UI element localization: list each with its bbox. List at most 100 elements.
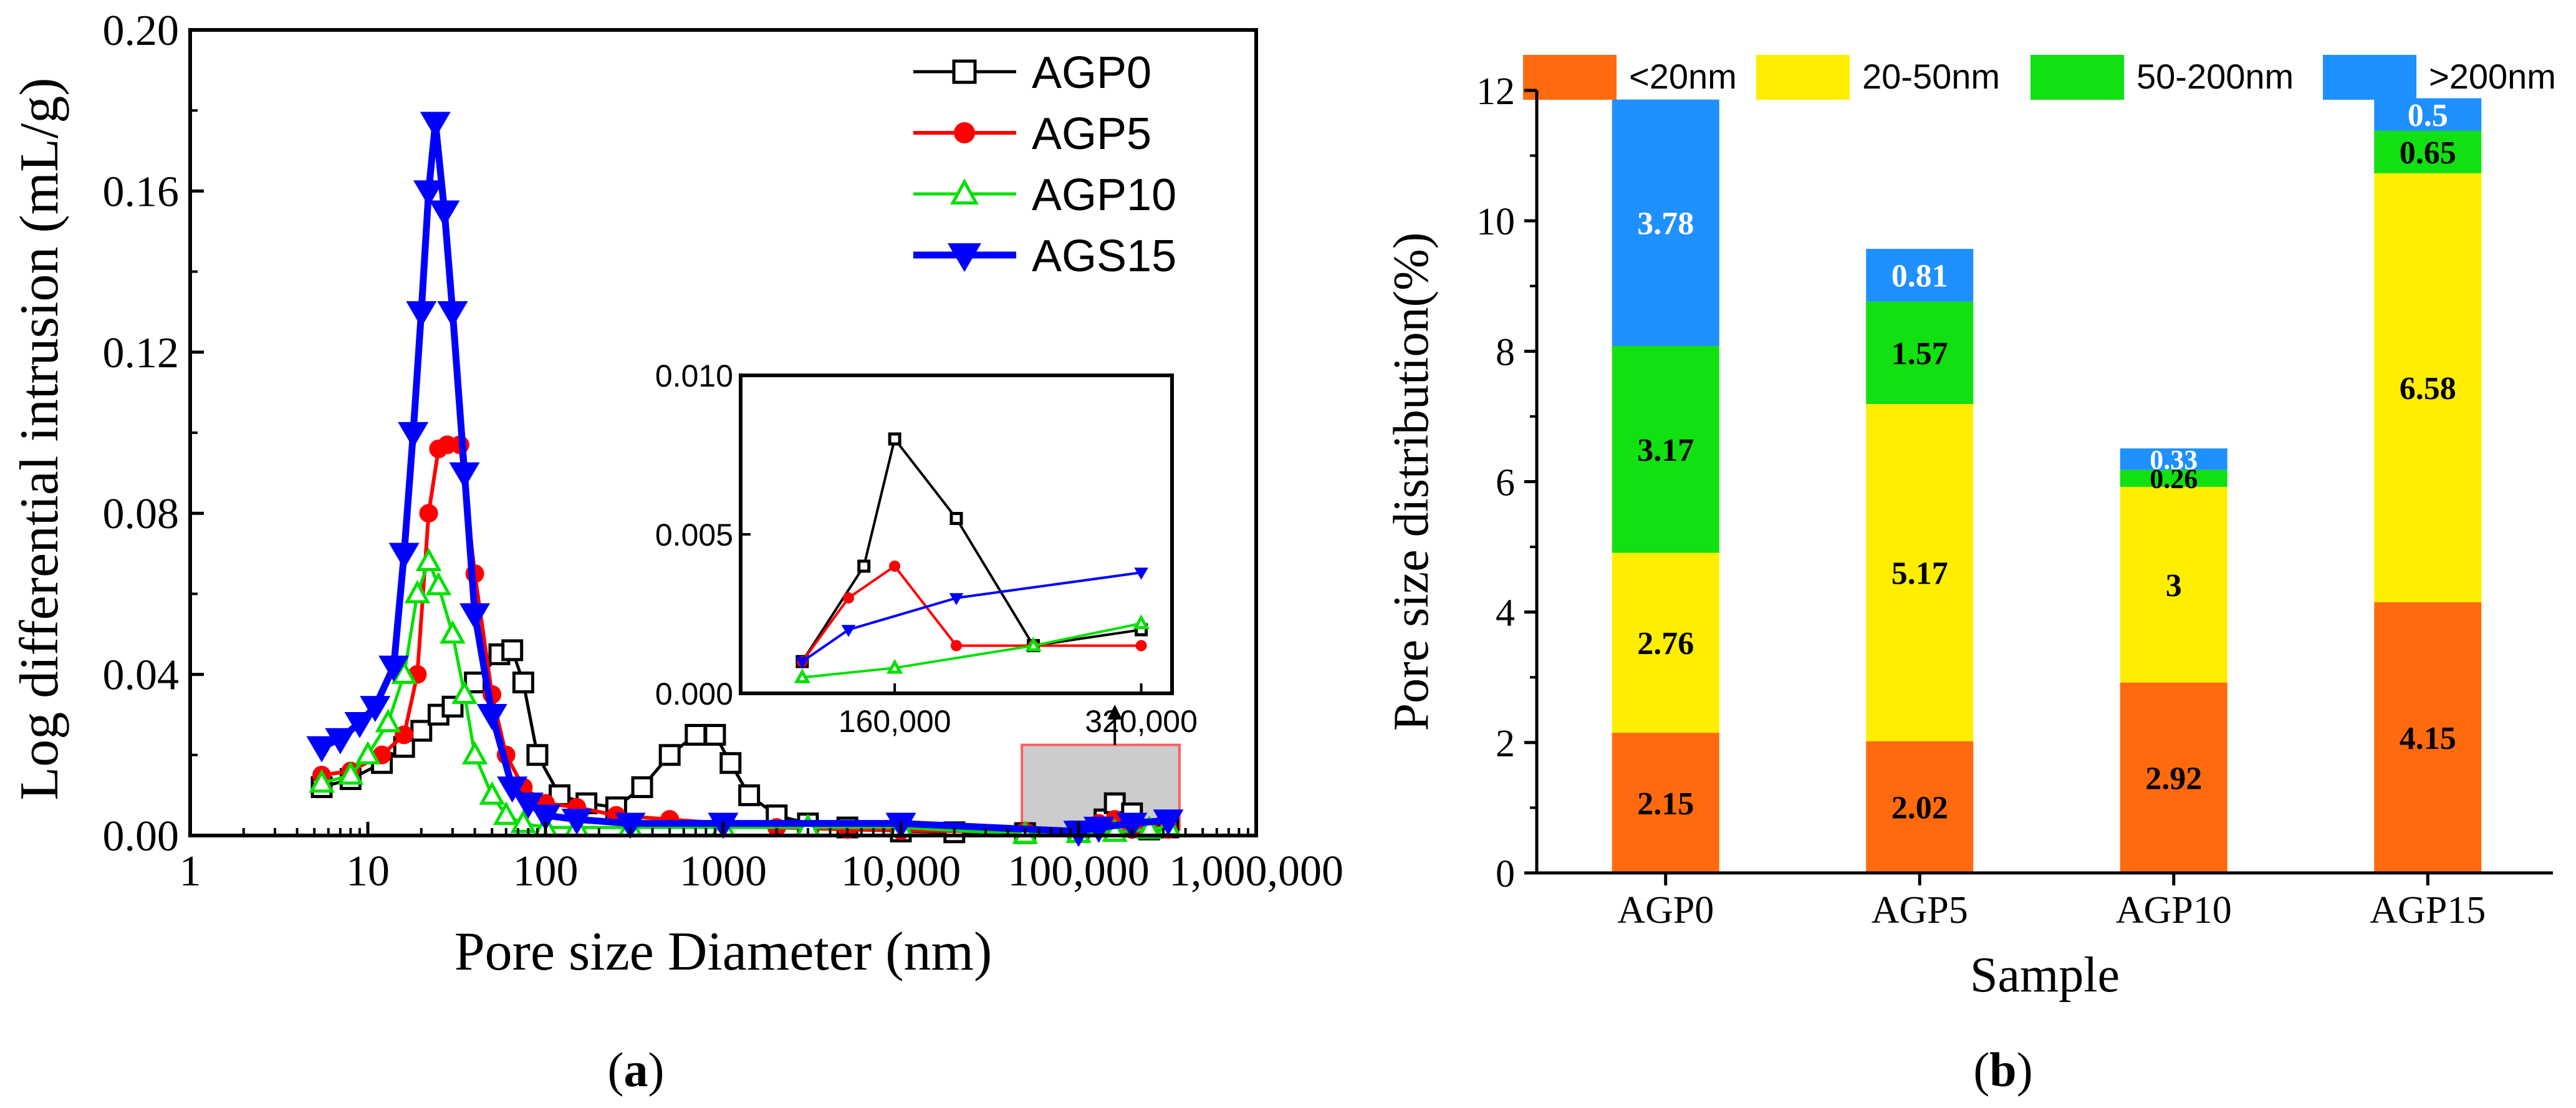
y-tick-label-0-12: 0.12 <box>103 329 180 377</box>
x-tick-label-10-000: 10,000 <box>841 847 961 895</box>
y-tick-label-6: 6 <box>1496 462 1515 504</box>
data-point-ags15 <box>449 462 480 489</box>
data-point-agp10 <box>415 547 442 571</box>
panel-b-stacked-bar-chart: <20nm 20-50nm 50-200nm >200nm 2.15 2.76 3.17 3… <box>1384 55 2556 1097</box>
bar-segment-20nm <box>1866 741 1974 873</box>
legend-label: >200nm <box>2429 57 2556 96</box>
data-label-50-200nm: 0.65 <box>2400 135 2456 171</box>
y-tick-label-2: 2 <box>1496 723 1515 765</box>
data-point-agp10 <box>510 809 537 833</box>
inset-x-tick-label-320-000: 320,000 <box>1085 704 1198 739</box>
legend-label: 50-200nm <box>2136 57 2294 96</box>
y-tick-label-0-20: 0.20 <box>103 7 180 55</box>
data-point-ags15 <box>561 809 592 835</box>
y-axis-ticks: 0 2 4 6 8 10 12 <box>1476 70 1537 895</box>
legend-swatch-marker <box>950 178 979 205</box>
inset-data-point-agp5 <box>1135 640 1147 652</box>
bar-segment-50-200nm <box>2374 130 2482 173</box>
data-point-ags15 <box>1153 809 1184 836</box>
x-axis-label: Sample <box>1970 948 2120 1003</box>
data-point-agp10 <box>391 660 417 684</box>
data-label-20nm: 2.02 <box>1891 791 1948 826</box>
inset-y-tick-label-0-005: 0.005 <box>655 518 733 552</box>
data-point-agp10 <box>461 741 488 765</box>
data-point-agp0 <box>512 672 534 694</box>
data-point-agp0 <box>631 776 653 798</box>
data-point-ags15 <box>360 696 391 723</box>
legend-swatch-marker <box>952 59 977 84</box>
y-tick-label-0-00: 0.00 <box>103 812 180 860</box>
x-axis-ticks: AGP0 AGP5 AGP10 AGP15 <box>1617 873 2486 932</box>
x-tick-label-agp10: AGP10 <box>2116 889 2232 932</box>
data-point-ags15 <box>406 301 437 327</box>
bar-segment-20-50nm <box>2374 173 2482 602</box>
bar-segment-50-200nm <box>1866 301 1974 405</box>
legend-item-agp0: AGP0 <box>913 48 1151 98</box>
y-tick-label-0-04: 0.04 <box>103 652 180 700</box>
y-axis-label: Log differential intrusion (mL/g) <box>9 77 70 800</box>
bar-segment-200nm <box>2120 448 2228 470</box>
data-point-agp0 <box>704 724 726 746</box>
legend-swatch-marker <box>954 122 975 143</box>
data-label-20nm: 2.92 <box>2145 761 2202 797</box>
data-point-agp0 <box>719 752 742 774</box>
inset-data-point-agp0 <box>857 559 871 573</box>
legend-label: AGP5 <box>1032 109 1151 159</box>
data-point-ags15 <box>413 180 445 207</box>
y-tick-label-8: 8 <box>1496 331 1515 373</box>
data-point-ags15 <box>420 112 451 138</box>
data-label-200nm: 3.78 <box>1637 206 1694 242</box>
legend-item-50-200nm: 50-200nm <box>2031 55 2294 100</box>
x-tick-label-10: 10 <box>346 847 390 895</box>
bar-segment-20nm <box>2120 682 2228 873</box>
inset-series-ags15 <box>795 567 1148 669</box>
data-point-ags15 <box>437 301 468 327</box>
series-ags15 <box>306 112 1184 847</box>
data-label-200nm: 0.33 <box>2150 445 2198 475</box>
legend-label: AGP0 <box>1032 48 1151 98</box>
data-label-20-50nm: 5.17 <box>1891 556 1948 592</box>
data-point-ags15 <box>325 728 356 754</box>
data-label-20-50nm: 2.76 <box>1637 626 1694 662</box>
inset-chart: 0.000 0.005 0.010 160,000 320,000 <box>655 359 1198 745</box>
bar-segment-20-50nm <box>1612 552 1719 733</box>
bar-segment-50-200nm <box>1612 345 1719 553</box>
x-tick-label-agp5: AGP5 <box>1872 889 1968 932</box>
data-point-agp0 <box>410 720 433 742</box>
data-point-agp0 <box>526 744 549 766</box>
x-tick-label-agp15: AGP15 <box>2370 889 2486 932</box>
inset-data-point-agp0 <box>949 512 963 525</box>
legend-label: AGP10 <box>1032 170 1176 220</box>
series-line-ags15 <box>320 119 1169 835</box>
data-point-agp10 <box>309 769 335 793</box>
bar-segment-20-50nm <box>1866 404 1974 741</box>
data-point-ags15 <box>378 655 410 682</box>
data-point-ags15 <box>476 704 507 730</box>
data-point-agp0 <box>501 639 524 662</box>
legend-label: <20nm <box>1629 57 1737 96</box>
inset-data-point-agp0 <box>888 432 901 446</box>
y-axis-ticks: 0.00 0.04 0.08 0.12 0.16 0.20 <box>103 7 204 860</box>
data-point-ags15 <box>459 603 491 630</box>
data-point-ags15 <box>1083 816 1115 843</box>
data-point-agp10 <box>451 680 478 705</box>
data-label-200nm: 0.81 <box>1891 259 1948 294</box>
data-point-agp10 <box>479 781 505 805</box>
inset-data-point-agp10 <box>887 658 903 674</box>
legend-item-200nm: >200nm <box>2323 55 2556 100</box>
panel-letter: a <box>624 1043 648 1097</box>
x-tick-label-1-000-000: 1,000,000 <box>1169 847 1343 895</box>
inset-data-point-ags15 <box>1134 567 1148 580</box>
data-point-agp10 <box>493 801 519 825</box>
inset-series-group <box>794 432 1150 683</box>
inset-series-line-ags15 <box>801 571 1141 663</box>
x-tick-label-agp0: AGP0 <box>1617 889 1714 932</box>
bar-segment-20nm <box>2374 602 2482 873</box>
legend-item-agp10: AGP10 <box>913 170 1176 220</box>
data-point-ags15 <box>429 200 460 227</box>
bar-segment-200nm <box>2374 98 2482 131</box>
legend-swatch <box>2323 55 2416 100</box>
x-tick-label-1000: 1000 <box>680 847 767 895</box>
data-point-agp10 <box>440 620 466 644</box>
data-point-ags15 <box>306 736 337 763</box>
